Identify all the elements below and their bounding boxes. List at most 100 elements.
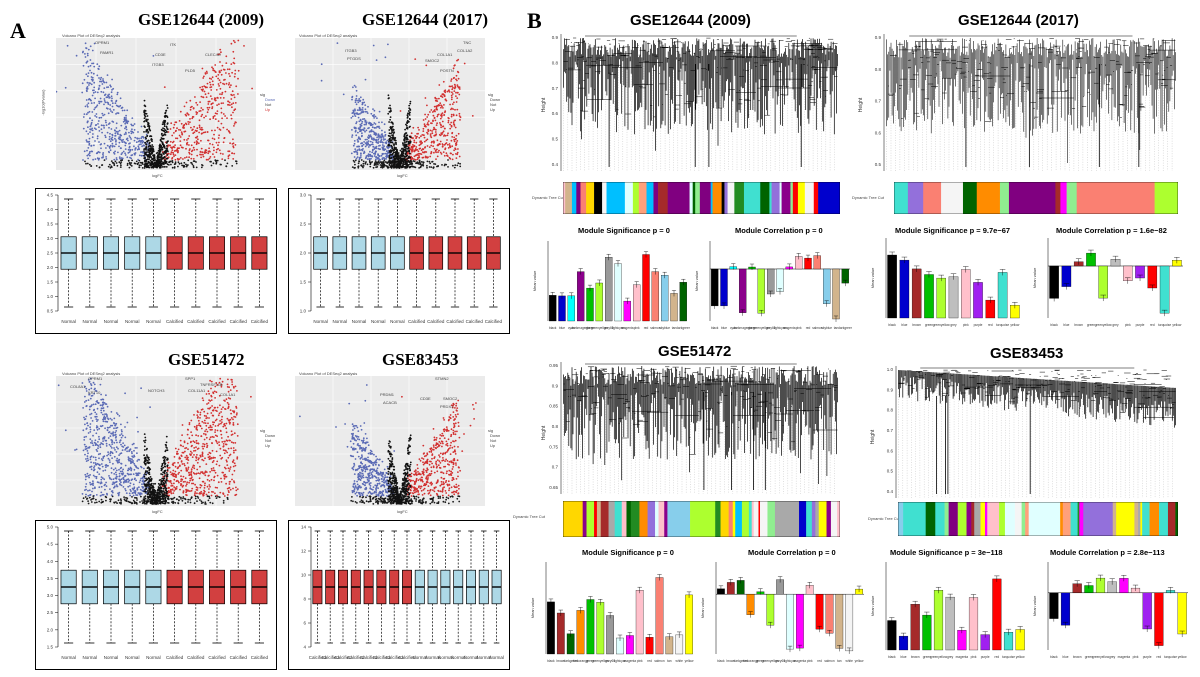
module-label: tan xyxy=(834,326,839,330)
module-color-segment xyxy=(1025,502,1029,536)
y-tick-label: 3.5 xyxy=(47,222,54,227)
bar xyxy=(596,599,605,655)
module-label: black xyxy=(1050,655,1058,659)
bar xyxy=(1098,265,1108,302)
x-tick-label: Normal xyxy=(451,655,466,660)
module-label: grey60 xyxy=(766,326,776,330)
module-color-segment xyxy=(1066,182,1077,214)
module-label: pink xyxy=(1125,323,1131,327)
bar-marks: Mean value black blue brown green greenyellow… xyxy=(870,562,1025,659)
module-label: salmon xyxy=(812,326,823,330)
module-color-segment xyxy=(630,501,640,537)
bar xyxy=(992,575,1002,651)
module-color-segment xyxy=(596,501,602,537)
module-color-bar xyxy=(563,501,840,537)
module-label: yellow xyxy=(1016,655,1026,659)
dendro-ylabel: Height xyxy=(870,429,877,445)
bar xyxy=(795,253,803,270)
x-tick-label: Calcified xyxy=(208,655,226,660)
volcano-area xyxy=(56,376,256,506)
module-color-segment xyxy=(1167,502,1176,536)
corr-title-1: Module Correlation p = 0 xyxy=(735,226,823,235)
gene-label: PTGDS xyxy=(347,56,361,61)
dendro-ylabel: Height xyxy=(541,97,548,113)
tree-cut-label: Dynamic Tree Cut xyxy=(532,195,565,200)
bar xyxy=(685,591,693,655)
box xyxy=(166,530,183,644)
module-label: green xyxy=(748,326,756,330)
module-color-segment xyxy=(653,182,659,214)
module-label: turquoise xyxy=(1164,655,1177,659)
module-color-segment xyxy=(712,182,722,214)
bar xyxy=(910,601,920,651)
module-color-segment xyxy=(667,182,690,214)
bar xyxy=(726,579,735,595)
module-label: pink xyxy=(796,326,802,330)
module-label: white xyxy=(675,659,683,663)
y-tick-label: 4 xyxy=(303,645,306,650)
legend-title: sig xyxy=(260,92,266,97)
gene-label: STMN2 xyxy=(435,376,449,381)
module-label: white xyxy=(845,659,853,663)
y-tick-label: 0.5 xyxy=(552,137,559,142)
box xyxy=(103,530,119,644)
panel-a-title-1: GSE12644 (2009) xyxy=(138,10,265,29)
module-label: pink xyxy=(634,326,640,330)
dendrogram-branches: 1.0 0.9 0.8 0.7 0.6 0.5 0.4 xyxy=(887,366,1176,498)
boxplot-4: 14 12 10 8 6 4 Calcified Calcified Calcified Calc… xyxy=(288,520,510,670)
gene-label: PLD5 xyxy=(185,68,196,73)
module-color-segment xyxy=(735,501,743,537)
bar xyxy=(1110,255,1121,267)
dendro-ylabel: Height xyxy=(858,97,865,113)
module-color-segment xyxy=(586,501,595,537)
legend-not: Not xyxy=(265,438,272,443)
bar xyxy=(1015,626,1025,651)
bar-marks: Mean value black blue brown green greenyellow… xyxy=(1032,562,1188,659)
x-tick-label: Calcified xyxy=(427,319,445,324)
legend-down: Down xyxy=(265,97,276,102)
y-tick-label: 5.0 xyxy=(47,525,54,530)
module-label: black xyxy=(549,326,557,330)
box xyxy=(145,530,162,644)
volcano-header: Volcano Plot of DESeq2 analysis xyxy=(299,371,358,376)
module-color-segment xyxy=(586,182,595,214)
sig-bars-4: Mean value black blue brown green greenyellow… xyxy=(870,562,1025,659)
bar xyxy=(985,296,996,319)
module-color-segment xyxy=(999,182,1010,214)
module-color-segment xyxy=(715,501,721,537)
box xyxy=(230,530,247,644)
legend-not: Not xyxy=(490,438,497,443)
module-label: tan xyxy=(672,326,677,330)
x-tick-label: Calcified xyxy=(408,319,426,324)
module-color-segment xyxy=(668,501,691,537)
legend-not: Not xyxy=(490,102,497,107)
dendrogram-branches: 0.95 0.9 0.85 0.8 0.75 0.7 0.65 xyxy=(549,362,838,494)
module-label: red xyxy=(817,659,822,663)
y-tick-label: 4.0 xyxy=(47,559,54,564)
x-tick-label: Normal xyxy=(104,655,119,660)
module-color-segment xyxy=(923,182,942,214)
box xyxy=(124,198,141,308)
x-tick-label: Normal xyxy=(477,655,492,660)
bar xyxy=(957,627,967,651)
bar xyxy=(776,268,784,295)
corr-bars-4: Mean value black blue brown green greenyellow… xyxy=(1032,562,1188,659)
y-tick-label: 0.9 xyxy=(552,35,559,40)
module-label: turquoise xyxy=(996,323,1009,327)
y-tick-label: 4.5 xyxy=(47,542,54,547)
sig-bars-2: Mean value black blue brown green greenyellow… xyxy=(870,238,1020,327)
x-tick-label: Calcified xyxy=(334,655,352,660)
bar xyxy=(1172,257,1182,267)
module-color-segment xyxy=(624,182,634,214)
bar xyxy=(825,594,834,637)
module-label: pink xyxy=(971,655,977,659)
bar-ylabel: Mean value xyxy=(694,270,699,291)
bar xyxy=(642,251,650,322)
volcano-header: Volcano Plot of DESeq2 analysis xyxy=(62,33,121,38)
legend-up: Up xyxy=(490,443,496,448)
bar xyxy=(805,582,814,595)
legend-up: Up xyxy=(265,443,271,448)
bar xyxy=(899,256,910,319)
